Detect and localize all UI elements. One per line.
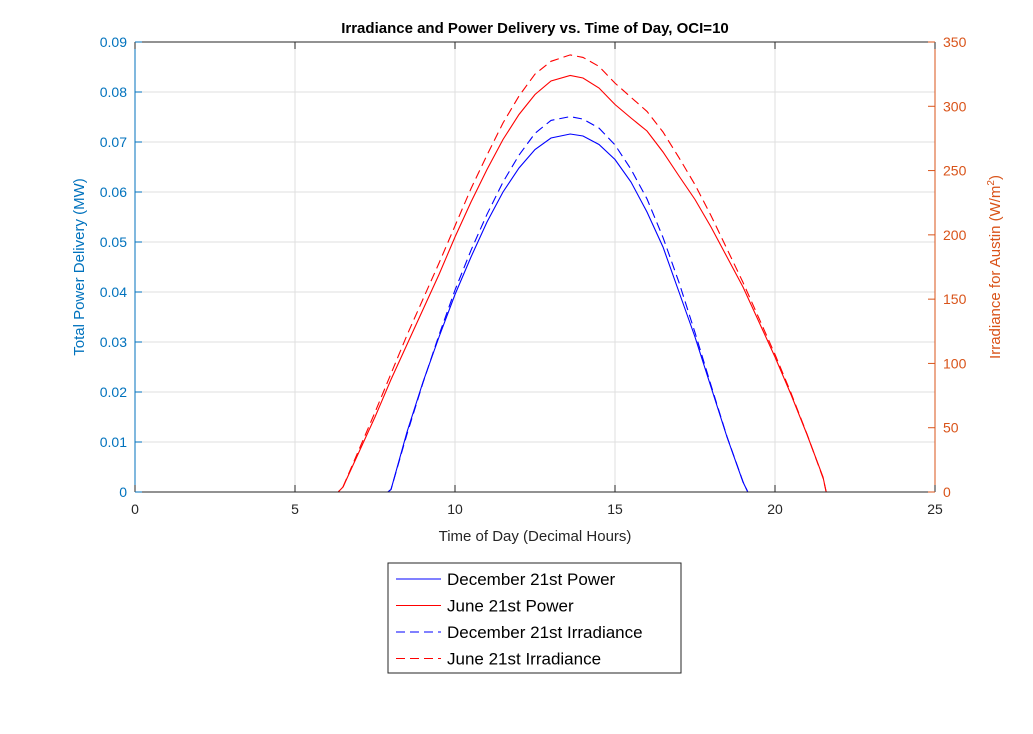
left-y-tick-label: 0 (119, 484, 127, 500)
legend-box (387, 562, 682, 674)
left-y-tick-label: 0.03 (100, 334, 127, 350)
right-y-tick-label: 150 (943, 291, 967, 307)
x-tick-label: 0 (131, 501, 139, 517)
legend-label: June 21st Irradiance (447, 650, 601, 669)
right-y-tick-label: 250 (943, 163, 967, 179)
left-y-tick-label: 0.06 (100, 184, 127, 200)
x-tick-label: 20 (767, 501, 783, 517)
legend: December 21st Power June 21st Power Decemb… (387, 562, 682, 674)
right-y-axis-label: Irradiance for Austin (W/m2) (986, 175, 1004, 359)
right-y-tick-label: 200 (943, 227, 967, 243)
right-y-tick-label: 50 (943, 420, 959, 436)
right-y-axis-label-end: ) (987, 175, 1004, 180)
legend-label: June 21st Power (447, 597, 574, 616)
left-y-tick-label: 0.09 (100, 34, 127, 50)
right-y-tick-label: 100 (943, 355, 967, 371)
right-y-tick-label: 0 (943, 484, 951, 500)
chart-title: Irradiance and Power Delivery vs. Time o… (341, 20, 729, 37)
right-y-tick-label: 350 (943, 34, 967, 50)
left-y-axis-label: Total Power Delivery (MW) (71, 178, 88, 356)
x-tick-label: 5 (291, 501, 299, 517)
plot-lines (135, 54, 935, 493)
series-line (135, 116, 935, 493)
left-y-tick-label: 0.02 (100, 384, 127, 400)
x-tick-label: 25 (927, 501, 943, 517)
x-tick-label: 15 (607, 501, 623, 517)
axes: 0 5 10 15 20 2500.010.020.030.040.050.060.070… (100, 34, 967, 517)
right-y-axis-label-main: Irradiance for Austin (W/m (987, 186, 1004, 359)
left-y-tick-label: 0.08 (100, 84, 127, 100)
series-line (135, 54, 935, 493)
x-axis-label: Time of Day (Decimal Hours) (439, 528, 632, 545)
left-y-tick-label: 0.01 (100, 434, 127, 450)
legend-label: December 21st Irradiance (447, 623, 643, 642)
plot-area (135, 42, 935, 492)
x-tick-label: 10 (447, 501, 463, 517)
legend-label: December 21st Power (447, 570, 616, 589)
right-y-tick-label: 300 (943, 98, 967, 114)
left-y-tick-label: 0.04 (100, 284, 127, 300)
grid (134, 41, 936, 493)
series-line (135, 74, 935, 493)
right-y-axis-label-superscript: 2 (986, 180, 997, 186)
left-y-tick-label: 0.07 (100, 134, 127, 150)
left-y-tick-label: 0.05 (100, 234, 127, 250)
